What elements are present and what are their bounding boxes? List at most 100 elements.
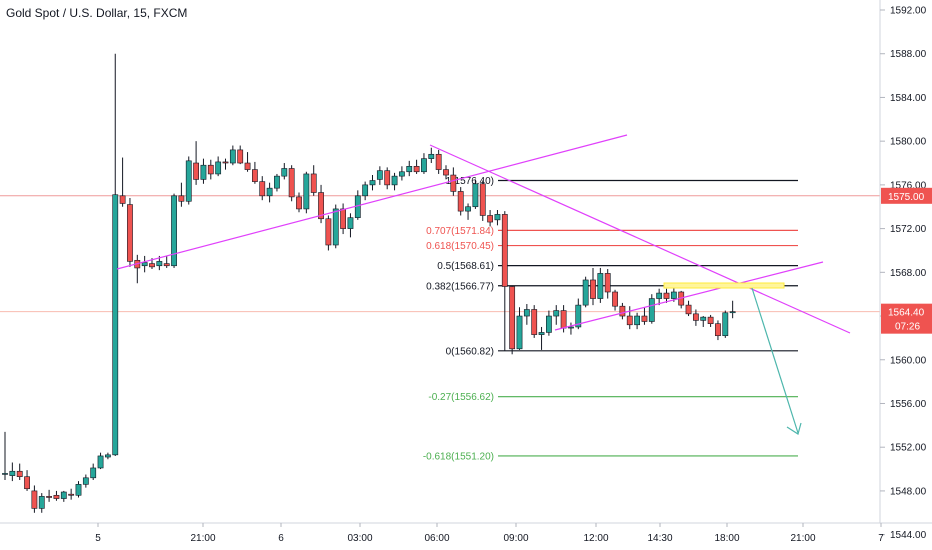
candle-body — [582, 279, 589, 306]
x-tick-label: 03:00 — [347, 533, 372, 544]
candle-body — [185, 160, 192, 202]
candle — [707, 314, 714, 327]
candle-body — [590, 279, 596, 299]
candle — [516, 307, 523, 350]
candle-body — [31, 490, 38, 509]
candle-body — [362, 184, 369, 197]
candle — [604, 269, 611, 299]
candle-body — [266, 187, 273, 197]
x-tick-label: 06:00 — [424, 533, 449, 544]
candle — [215, 156, 222, 177]
candle-body — [178, 195, 185, 202]
candle — [281, 163, 288, 180]
candle — [303, 171, 310, 214]
candle-body — [318, 192, 324, 220]
candle-body — [296, 196, 302, 210]
candle — [127, 197, 133, 267]
trendline-rising-channel[interactable] — [554, 261, 824, 331]
candle-body — [274, 175, 280, 189]
hline-price-badge — [881, 187, 932, 204]
candle — [97, 452, 104, 470]
candle-body — [207, 164, 214, 175]
trendline-descending[interactable] — [429, 144, 851, 334]
highlight-box[interactable] — [663, 282, 785, 289]
candle — [31, 485, 38, 513]
candle-body — [244, 162, 251, 170]
candle-body — [656, 292, 663, 299]
candle — [288, 165, 295, 202]
y-tick-label: 1544.00 — [890, 530, 927, 541]
candle-body — [545, 315, 552, 333]
candle — [259, 176, 266, 201]
candle — [38, 493, 45, 513]
candle-body — [604, 273, 611, 293]
candle-body — [288, 168, 295, 198]
candle-body — [700, 316, 707, 321]
candle-body — [670, 291, 677, 299]
candle-body — [90, 467, 97, 479]
candle-body — [16, 470, 23, 478]
candle — [105, 452, 111, 460]
candle — [531, 305, 538, 338]
symbol-title: Gold Spot / U.S. Dollar, 15, FXCM — [6, 6, 188, 20]
y-tick-label: 1588.00 — [890, 49, 927, 60]
candle-body — [60, 491, 67, 499]
y-tick-label: 1548.00 — [890, 486, 927, 497]
projection-arrowhead — [786, 422, 802, 435]
candle-body — [641, 315, 648, 322]
candle — [163, 255, 170, 268]
candle-body — [46, 496, 52, 498]
projection-line[interactable] — [751, 287, 799, 434]
candle-body — [465, 206, 471, 212]
candle — [648, 294, 655, 324]
candle-body — [472, 183, 479, 208]
candle — [421, 153, 427, 174]
candle — [487, 210, 493, 227]
candle-body — [369, 180, 376, 186]
hline-price-badge-text: 1575.00 — [888, 192, 925, 203]
candle — [178, 182, 185, 207]
trendline-support-upper[interactable] — [116, 134, 628, 270]
countdown-text: 07:26 — [895, 322, 920, 333]
candle — [244, 152, 251, 172]
candle-body — [494, 214, 501, 221]
last-price-badge — [881, 303, 932, 334]
candle-body — [2, 473, 8, 475]
y-tick-label: 1580.00 — [890, 137, 927, 148]
last-price-badge-text: 1564.40 — [888, 308, 925, 319]
candle — [171, 193, 177, 268]
candle — [222, 158, 229, 170]
fib-label-0: 1(1576.40) — [446, 176, 494, 187]
candle-body — [729, 311, 736, 314]
candle — [619, 302, 626, 320]
candle — [369, 175, 376, 191]
candle — [296, 192, 302, 213]
candle-body — [457, 191, 464, 212]
candle — [626, 306, 633, 330]
candle — [119, 157, 126, 207]
x-tick-label: 21:00 — [190, 533, 215, 544]
candle — [501, 211, 508, 352]
candle — [406, 160, 413, 177]
candle — [310, 165, 317, 196]
candle — [582, 276, 589, 308]
candle — [340, 203, 346, 235]
candle — [318, 184, 324, 224]
fib-label-1: 0.707(1571.84) — [426, 226, 494, 237]
candle-body — [435, 153, 442, 170]
candle — [266, 182, 273, 203]
candle — [274, 173, 280, 192]
candle — [597, 267, 604, 303]
y-tick-label: 1560.00 — [890, 355, 927, 366]
candle — [722, 310, 729, 338]
candle — [545, 310, 552, 336]
candle-body — [428, 153, 435, 159]
candle — [347, 213, 354, 238]
candle-body — [141, 262, 148, 267]
candle — [729, 300, 736, 319]
candle-body — [487, 215, 493, 223]
candle-body — [722, 312, 729, 337]
candle — [90, 463, 97, 480]
candle-body — [406, 165, 413, 173]
